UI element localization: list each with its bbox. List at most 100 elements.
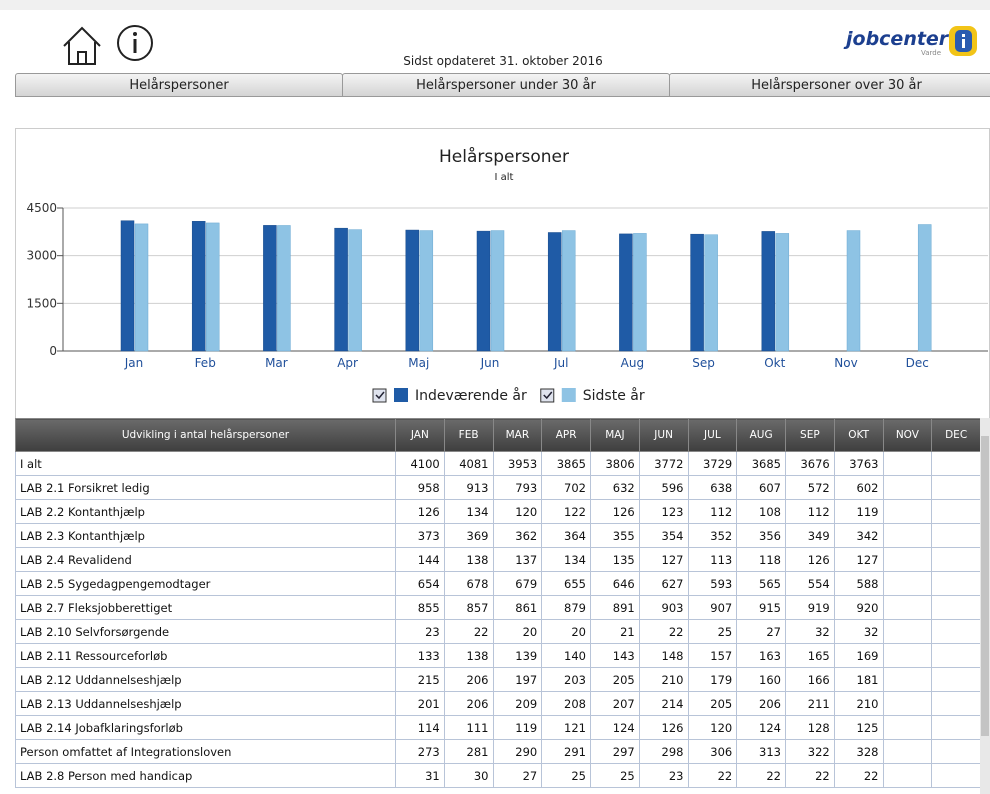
table-cell: 3763 [833, 451, 884, 476]
table-row: LAB 2.4 Revalidend 144 138 137 134 135 127 113 1… [15, 547, 981, 572]
table-cell: 364 [541, 523, 591, 548]
table-cell: 857 [443, 595, 494, 620]
table-cell: 114 [395, 715, 445, 740]
table-cell: 22 [687, 763, 738, 788]
bar [334, 227, 348, 352]
bar [547, 232, 562, 352]
table-cell: 32 [785, 619, 835, 644]
x-tick-label: Apr [337, 356, 358, 370]
legend-label: Sidste år [583, 387, 645, 404]
table-cell: 206 [736, 691, 786, 716]
table-cell: 125 [833, 715, 884, 740]
table-cell: 554 [785, 571, 835, 596]
table-cell: 632 [590, 475, 640, 500]
bar [134, 223, 149, 352]
header-cell: FEB [443, 418, 494, 452]
table-row: LAB 2.14 Jobafklaringsforløb 114 111 119 121… [15, 715, 981, 740]
legend-label: Indeværende år [415, 387, 527, 404]
tab[interactable]: Helårspersoner under 30 år [342, 73, 670, 97]
table-cell: 206 [443, 667, 494, 692]
table-row: LAB 2.1 Forsikret ledig 958 913 793 702 632 59… [15, 475, 981, 500]
logo-icon [949, 26, 977, 56]
table-cell: 679 [492, 571, 543, 596]
table-cell: 349 [785, 523, 835, 548]
updated-text: Sidst opdateret 31. oktober 2016 [403, 54, 603, 68]
bar [277, 225, 291, 352]
table-cell: LAB 2.4 Revalidend [15, 547, 396, 572]
x-tick-label: Feb [195, 356, 216, 370]
table-cell: LAB 2.10 Selvforsørgende [15, 619, 396, 644]
chart-panel: Helårspersoner I alt 0 1500 3000 4500 Jan Feb Ma… [15, 128, 990, 418]
table-cell: 157 [687, 643, 738, 668]
table-cell: 25 [590, 763, 640, 788]
table-row: LAB 2.3 Kontanthjælp 373 369 362 364 355 354 35… [15, 523, 981, 548]
table-cell: 126 [785, 547, 835, 572]
table-cell: 920 [833, 595, 884, 620]
bar [704, 234, 718, 352]
table-cell: 861 [492, 595, 543, 620]
table-cell: 122 [541, 499, 591, 524]
table-cell: 915 [736, 595, 786, 620]
table-cell: 144 [395, 547, 445, 572]
bar [348, 229, 362, 352]
x-tick-label: Aug [621, 356, 644, 370]
table-cell: 290 [492, 739, 543, 764]
table-cell [882, 475, 933, 500]
table-cell: 160 [736, 667, 786, 692]
bar [120, 220, 135, 352]
table-cell: 21 [590, 619, 640, 644]
table-cell: 108 [736, 499, 786, 524]
table-cell: 134 [541, 547, 591, 572]
x-tick-label: Jul [553, 356, 568, 370]
table-cell: 181 [833, 667, 884, 692]
y-tick-label: 1500 [26, 296, 57, 310]
table-cell: 210 [833, 691, 884, 716]
table-cell: 572 [785, 475, 835, 500]
tab[interactable]: Helårspersoner over 30 år [669, 73, 990, 97]
table-row: LAB 2.8 Person med handicap 31 30 27 25 25 23 2… [15, 763, 981, 788]
table-cell: 281 [443, 739, 494, 764]
table-cell: 593 [687, 571, 738, 596]
table-cell: LAB 2.2 Kontanthjælp [15, 499, 396, 524]
table-cell: 588 [833, 571, 884, 596]
data-table: Udvikling i antal helårspersoner JAN FEB MA… [15, 418, 981, 788]
bar [419, 230, 434, 352]
scrollbar[interactable] [980, 418, 990, 794]
table-cell: 702 [541, 475, 591, 500]
table-cell: 211 [785, 691, 835, 716]
table-cell: 27 [492, 763, 543, 788]
legend: Indeværende år Sidste år [372, 387, 645, 404]
chart-title: Helårspersoner [439, 146, 569, 167]
logo-text: jobcenter [846, 28, 949, 50]
bar [917, 224, 932, 352]
table-cell: 207 [590, 691, 640, 716]
table-cell [882, 499, 933, 524]
table-cell: LAB 2.12 Uddannelseshjælp [15, 667, 396, 692]
table-cell: 143 [590, 643, 640, 668]
legend-check [375, 391, 385, 400]
legend-checkbox [540, 388, 555, 403]
table-cell: 855 [395, 595, 445, 620]
table-cell: LAB 2.1 Forsikret ledig [15, 475, 396, 500]
table-row: LAB 2.12 Uddannelseshjælp 215 206 197 203 205… [15, 667, 981, 692]
table-cell [882, 667, 933, 692]
table-cell: 596 [638, 475, 689, 500]
table-cell: 373 [395, 523, 445, 548]
table-cell: 165 [785, 643, 835, 668]
tab[interactable]: Helårspersoner [15, 73, 343, 97]
table-cell [882, 571, 933, 596]
table-cell: 891 [590, 595, 640, 620]
table-cell [931, 475, 981, 500]
table-cell: 30 [443, 763, 494, 788]
table-cell: 22 [785, 763, 835, 788]
table-cell: 22 [443, 619, 494, 644]
table-row: LAB 2.7 Fleksjobberettiget 855 857 861 879 89… [15, 595, 981, 620]
table-cell [882, 523, 933, 548]
header-cell: JAN [395, 418, 445, 452]
table-cell: 22 [638, 619, 689, 644]
nav-icons[interactable] [60, 22, 160, 68]
bar [775, 233, 790, 352]
table-cell [931, 667, 981, 692]
table-cell: LAB 2.8 Person med handicap [15, 763, 396, 788]
header-cell: APR [541, 418, 591, 452]
